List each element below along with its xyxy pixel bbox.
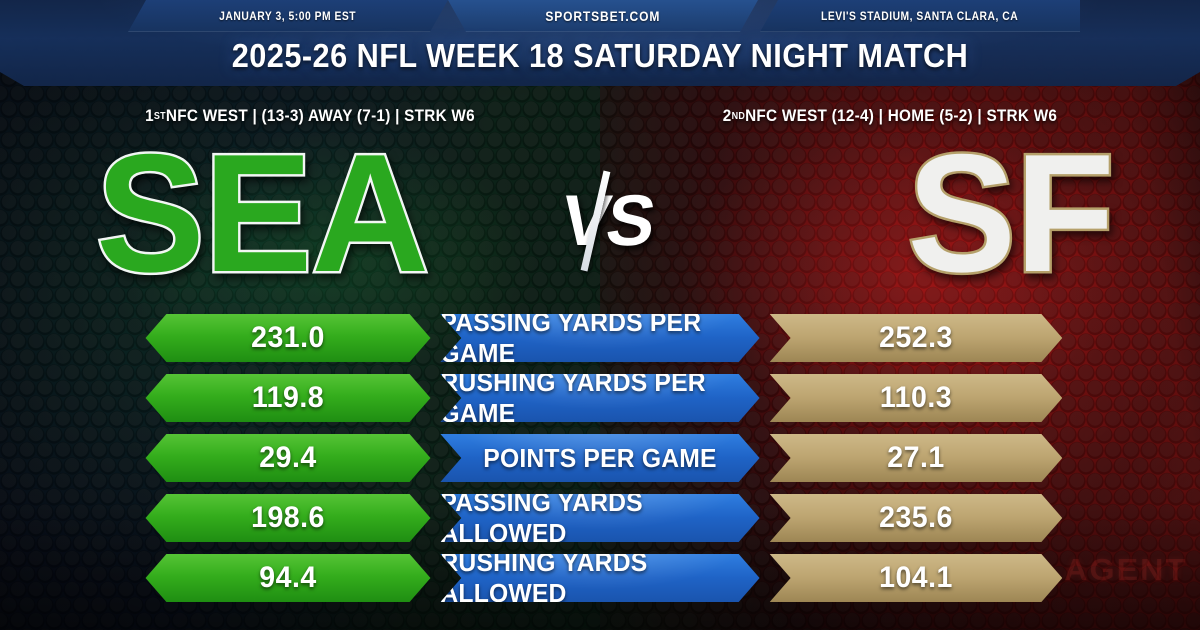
home-stat-text: 27.1 [887,441,945,474]
brand-text: SPORTSBET.COM [545,8,661,24]
stat-label: PASSING YARDS ALLOWED [440,494,760,542]
table-row: 29.4 POINTS PER GAME 27.1 [0,428,1200,488]
away-stat-value: 94.4 [145,554,431,602]
stat-label: PASSING YARDS PER GAME [440,314,760,362]
stat-label-text: RUSHING YARDS PER GAME [440,367,706,428]
away-stat-text: 29.4 [259,441,317,474]
away-team-abbr: SEA [94,119,432,307]
home-stat-text: 235.6 [879,501,953,534]
home-rank-suffix: ND [731,110,746,122]
away-record-text: NFC WEST | (13-3) AWAY (7-1) | STRK W6 [165,106,475,125]
venue-text: LEVI'S STADIUM, SANTA CLARA, CA [821,9,1019,23]
home-stat-text: 252.3 [879,321,953,354]
stat-label-text: RUSHING YARDS ALLOWED [440,547,648,608]
away-stat-text: 231.0 [251,321,325,354]
away-rank-suffix: ST [153,110,166,122]
home-stat-text: 110.3 [879,381,953,414]
header-bar: JANUARY 3, 5:00 PM EST SPORTSBET.COM LEV… [0,0,1200,86]
home-record-text: NFC WEST (12-4) | HOME (5-2) | STRK W6 [745,106,1058,125]
away-stat-value: 198.6 [145,494,431,542]
home-stat-value: 110.3 [769,374,1063,422]
away-record-line: 1 ST NFC WEST | (13-3) AWAY (7-1) | STRK … [67,104,553,128]
home-record-line: 2 ND NFC WEST (12-4) | HOME (5-2) | STRK … [647,104,1133,128]
stat-comparison-table: 231.0 PASSING YARDS PER GAME 252.3 119.8… [0,308,1200,608]
stat-label-text: POINTS PER GAME [483,442,717,473]
away-stat-text: 198.6 [251,501,325,534]
stat-label: RUSHING YARDS PER GAME [440,374,760,422]
home-stat-text: 104.1 [879,561,953,594]
kickoff-time-text: JANUARY 3, 5:00 PM EST [219,9,357,23]
away-stat-value: 119.8 [145,374,431,422]
home-stat-value: 104.1 [769,554,1063,602]
home-rank: 2 [722,106,732,125]
stat-label: RUSHING YARDS ALLOWED [440,554,760,602]
table-row: 231.0 PASSING YARDS PER GAME 252.3 [0,308,1200,368]
away-stat-text: 94.4 [259,561,317,594]
kickoff-time-ribbon: JANUARY 3, 5:00 PM EST [128,0,448,32]
home-stat-value: 235.6 [769,494,1063,542]
stat-label: POINTS PER GAME [440,434,760,482]
table-row: 198.6 PASSING YARDS ALLOWED 235.6 [0,488,1200,548]
away-stat-value: 29.4 [145,434,431,482]
table-row: 94.4 RUSHING YARDS ALLOWED 104.1 [0,548,1200,608]
table-row: 119.8 RUSHING YARDS PER GAME 110.3 [0,368,1200,428]
home-team-abbr: SF [905,119,1117,307]
home-stat-value: 252.3 [769,314,1063,362]
venue-ribbon: LEVI'S STADIUM, SANTA CLARA, CA [760,0,1080,32]
page-title: 2025-26 NFL WEEK 18 SATURDAY NIGHT MATCH [231,37,969,74]
stat-label-text: PASSING YARDS ALLOWED [440,487,643,548]
away-rank: 1 [145,106,154,125]
home-stat-value: 27.1 [769,434,1063,482]
brand-ribbon[interactable]: SPORTSBET.COM [448,0,758,32]
stat-label-text: PASSING YARDS PER GAME [440,307,702,368]
away-stat-value: 231.0 [145,314,431,362]
away-stat-text: 119.8 [251,381,325,414]
